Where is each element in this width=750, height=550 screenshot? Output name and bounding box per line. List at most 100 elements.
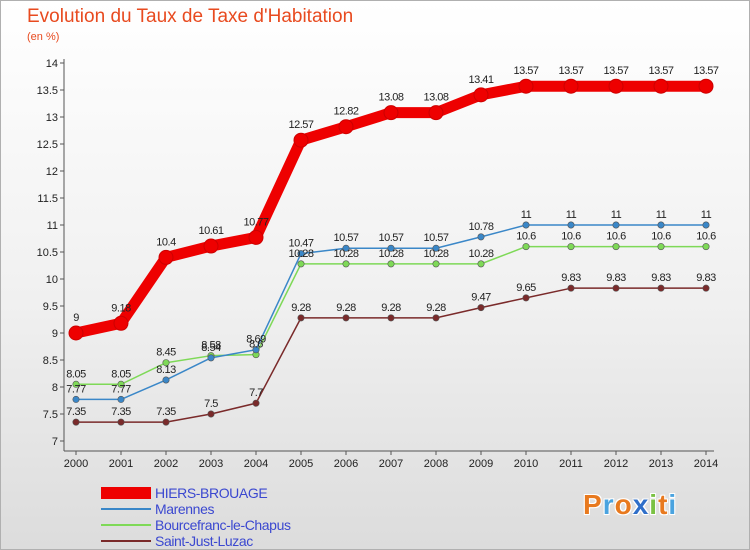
- data-label: 13.08: [423, 92, 448, 104]
- data-point: [567, 243, 575, 251]
- data-point: [702, 221, 710, 229]
- data-label: 8.05: [111, 368, 131, 380]
- data-label: 10.28: [423, 248, 448, 260]
- data-point: [207, 354, 215, 362]
- data-label: 9.28: [336, 302, 356, 314]
- y-tick-label: 12: [46, 166, 58, 178]
- data-point: [72, 380, 80, 388]
- data-point: [68, 325, 84, 341]
- y-tick-label: 13: [46, 112, 58, 124]
- x-tick-label: 2014: [694, 458, 718, 470]
- data-point: [162, 418, 170, 426]
- x-tick-label: 2009: [469, 458, 493, 470]
- data-label: 13.41: [468, 74, 493, 86]
- data-point: [522, 243, 530, 251]
- y-tick-label: 7.5: [43, 409, 58, 421]
- data-label: 7.35: [111, 406, 131, 418]
- data-point: [117, 418, 125, 426]
- data-point: [248, 229, 264, 245]
- data-point: [342, 314, 350, 322]
- logo-letter: P: [583, 489, 603, 520]
- data-point: [477, 233, 485, 241]
- y-tick-label: 7: [52, 436, 58, 448]
- x-tick-label: 2004: [244, 458, 268, 470]
- data-label: 11: [701, 209, 712, 221]
- data-label: 10.57: [423, 232, 448, 244]
- y-tick-label: 10.5: [37, 247, 58, 259]
- data-point: [203, 238, 219, 254]
- y-tick-label: 8: [52, 382, 58, 394]
- data-label: 9.28: [426, 302, 446, 314]
- y-tick-label: 11.5: [37, 193, 58, 205]
- data-label: 9.47: [471, 292, 491, 304]
- data-label: 13.57: [558, 65, 583, 77]
- data-point: [428, 105, 444, 121]
- data-point: [522, 294, 530, 302]
- data-point: [72, 418, 80, 426]
- data-point: [432, 244, 440, 252]
- data-label: 12.82: [333, 106, 358, 118]
- data-point: [612, 243, 620, 251]
- logo-letter: t: [658, 489, 669, 520]
- data-label: 10.47: [288, 238, 313, 250]
- logo-letter: i: [649, 489, 659, 520]
- data-point: [473, 87, 489, 103]
- legend-label: Bourcefranc-le-Chapus: [155, 517, 291, 533]
- data-point: [702, 284, 710, 292]
- data-point: [342, 244, 350, 252]
- chart-title: Evolution du Taux de Taxe d'Habitation: [27, 6, 354, 27]
- data-label: 10.6: [696, 231, 716, 243]
- y-tick-label: 14: [46, 58, 58, 70]
- data-point: [518, 78, 534, 94]
- logo-letter: o: [614, 489, 633, 520]
- data-label: 12.57: [288, 119, 313, 131]
- data-point: [383, 105, 399, 121]
- data-label: 13.57: [513, 65, 538, 77]
- x-tick-label: 2013: [649, 458, 673, 470]
- data-point: [432, 260, 440, 268]
- y-tick-label: 12.5: [37, 139, 58, 151]
- data-point: [657, 284, 665, 292]
- legend-swatch: [101, 524, 151, 526]
- data-point: [612, 284, 620, 292]
- data-label: 9.65: [516, 282, 536, 294]
- data-point: [522, 221, 530, 229]
- data-label: 11: [611, 209, 622, 221]
- data-label: 10.6: [606, 231, 626, 243]
- data-point: [252, 346, 260, 354]
- data-label: 10.6: [516, 231, 536, 243]
- legend-swatch: [101, 508, 151, 510]
- x-tick-label: 2001: [109, 458, 133, 470]
- x-tick-label: 2010: [514, 458, 538, 470]
- data-label: 7.35: [66, 406, 86, 418]
- data-label: 8.13: [156, 364, 176, 376]
- data-label: 10.61: [198, 225, 223, 237]
- data-label: 8.69: [246, 334, 266, 346]
- data-point: [432, 314, 440, 322]
- data-point: [653, 78, 669, 94]
- legend-swatch: [101, 487, 151, 499]
- data-label: 8.6: [249, 339, 263, 351]
- x-tick-label: 2003: [199, 458, 223, 470]
- data-point: [117, 380, 125, 388]
- data-point: [117, 395, 125, 403]
- unit-label: (en %): [27, 31, 60, 43]
- logo-letter: r: [602, 489, 615, 520]
- data-point: [387, 314, 395, 322]
- data-label: 8.58: [201, 340, 221, 352]
- data-label: 7.5: [204, 398, 218, 410]
- x-tick-label: 2005: [289, 458, 313, 470]
- data-label: 10.4: [156, 236, 176, 248]
- data-point: [702, 243, 710, 251]
- data-label: 10.57: [378, 232, 403, 244]
- data-point: [72, 395, 80, 403]
- data-label: 9.83: [606, 272, 626, 284]
- y-tick-label: 8.5: [43, 355, 58, 367]
- x-tick-label: 2002: [154, 458, 178, 470]
- data-point: [207, 410, 215, 418]
- data-point: [477, 304, 485, 312]
- data-label: 9.28: [381, 302, 401, 314]
- data-label: 10.28: [288, 248, 313, 260]
